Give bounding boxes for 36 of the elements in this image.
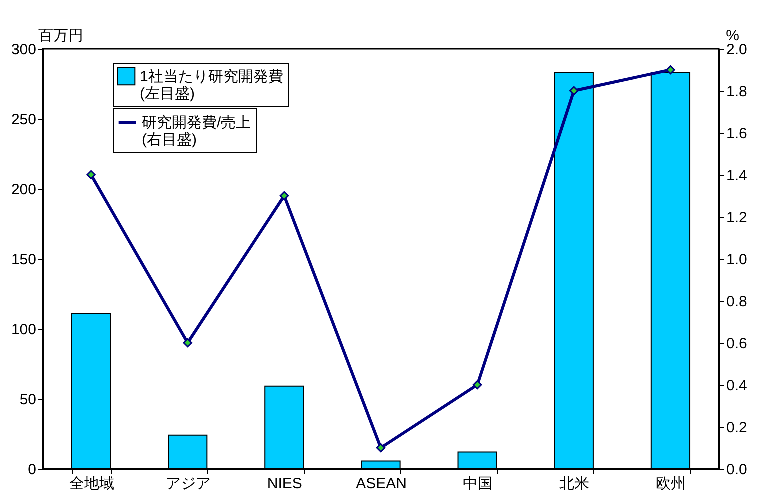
x-tick-label: NIES	[267, 476, 302, 492]
legend-label: 1社当たり研究開発費 (左目盛)	[140, 68, 284, 102]
point	[280, 191, 290, 201]
y2-tick-label: 0.2	[726, 420, 748, 436]
y2-tick-label: 2.0	[726, 42, 748, 58]
y-tick-label: 150	[11, 252, 36, 268]
x-tick-label: ASEAN	[356, 476, 407, 492]
y2-tick-label: 0.0	[726, 462, 748, 478]
y-tick-label: 0	[28, 462, 36, 478]
y-tick-label: 100	[11, 322, 36, 338]
legend-label: 研究開発費/売上 (右目盛)	[142, 114, 252, 148]
y-tick-label: 250	[11, 112, 36, 128]
y2-tick-label: 1.2	[726, 210, 748, 226]
y2-tick-label: 1.0	[726, 252, 748, 268]
y2-axis-title: %	[726, 28, 740, 44]
point	[183, 338, 192, 348]
point	[472, 380, 482, 390]
point	[376, 443, 386, 453]
y2-tick-label: 1.6	[726, 126, 748, 142]
x-tick-label: 欧州	[656, 476, 686, 492]
x-tick-label: 中国	[463, 476, 494, 492]
y-axis-title: 百万円	[38, 28, 84, 44]
y-tick-label: 200	[11, 182, 36, 198]
point	[86, 170, 96, 180]
y2-tick-label: 1.4	[726, 168, 748, 184]
y-tick-label: 300	[11, 42, 36, 58]
y2-tick-label: 0.6	[726, 336, 748, 352]
x-tick-label: 北米	[560, 476, 590, 492]
y2-tick-label: 0.8	[726, 294, 748, 310]
point	[570, 86, 579, 96]
y-tick-label: 50	[20, 392, 36, 408]
x-tick-label: 全地域	[69, 476, 114, 492]
point	[666, 65, 676, 75]
y2-tick-label: 1.8	[726, 84, 748, 100]
y2-tick-label: 0.4	[726, 378, 748, 394]
x-tick-label: アジア	[166, 476, 211, 492]
